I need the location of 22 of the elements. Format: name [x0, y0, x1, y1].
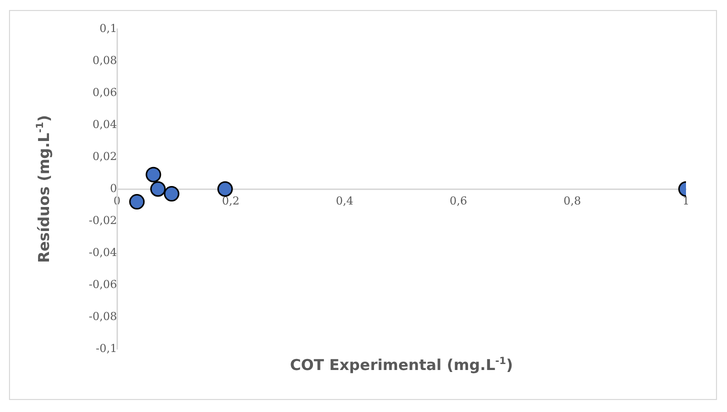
y-tick-label: -0,1: [96, 342, 117, 355]
y-tick-label: -0,06: [88, 278, 117, 291]
x-tick-label: 0,6: [450, 194, 468, 208]
point: [146, 166, 162, 182]
y-tick-label: 0,06: [92, 86, 117, 99]
y-tick-label: 0,08: [92, 54, 117, 67]
point: [150, 181, 166, 197]
point: [164, 186, 180, 202]
y-tick-label: 0,1: [100, 22, 117, 35]
x-tick-label: 0,8: [563, 194, 581, 208]
point: [129, 194, 145, 210]
x-tick-label: 0,4: [336, 194, 354, 208]
y-tick-label: -0,02: [88, 214, 117, 227]
y-tick-label: -0,08: [88, 310, 117, 323]
x-axis-title: COT Experimental (mg.L$^{-1}$): [289, 356, 514, 374]
y-tick-label: -0,04: [88, 246, 117, 259]
point: [217, 181, 233, 197]
y-tick-label: 0: [110, 182, 117, 195]
x-tick-label: 0,2: [222, 194, 240, 208]
y-tick-label: 0,02: [92, 150, 117, 163]
y-tick-label: 0,04: [92, 118, 117, 131]
x-tick-label: 1: [682, 194, 690, 208]
